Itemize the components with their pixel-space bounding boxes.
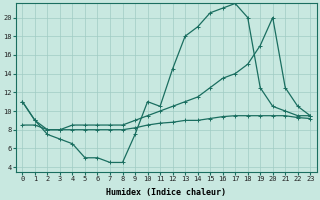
X-axis label: Humidex (Indice chaleur): Humidex (Indice chaleur) (106, 188, 226, 197)
